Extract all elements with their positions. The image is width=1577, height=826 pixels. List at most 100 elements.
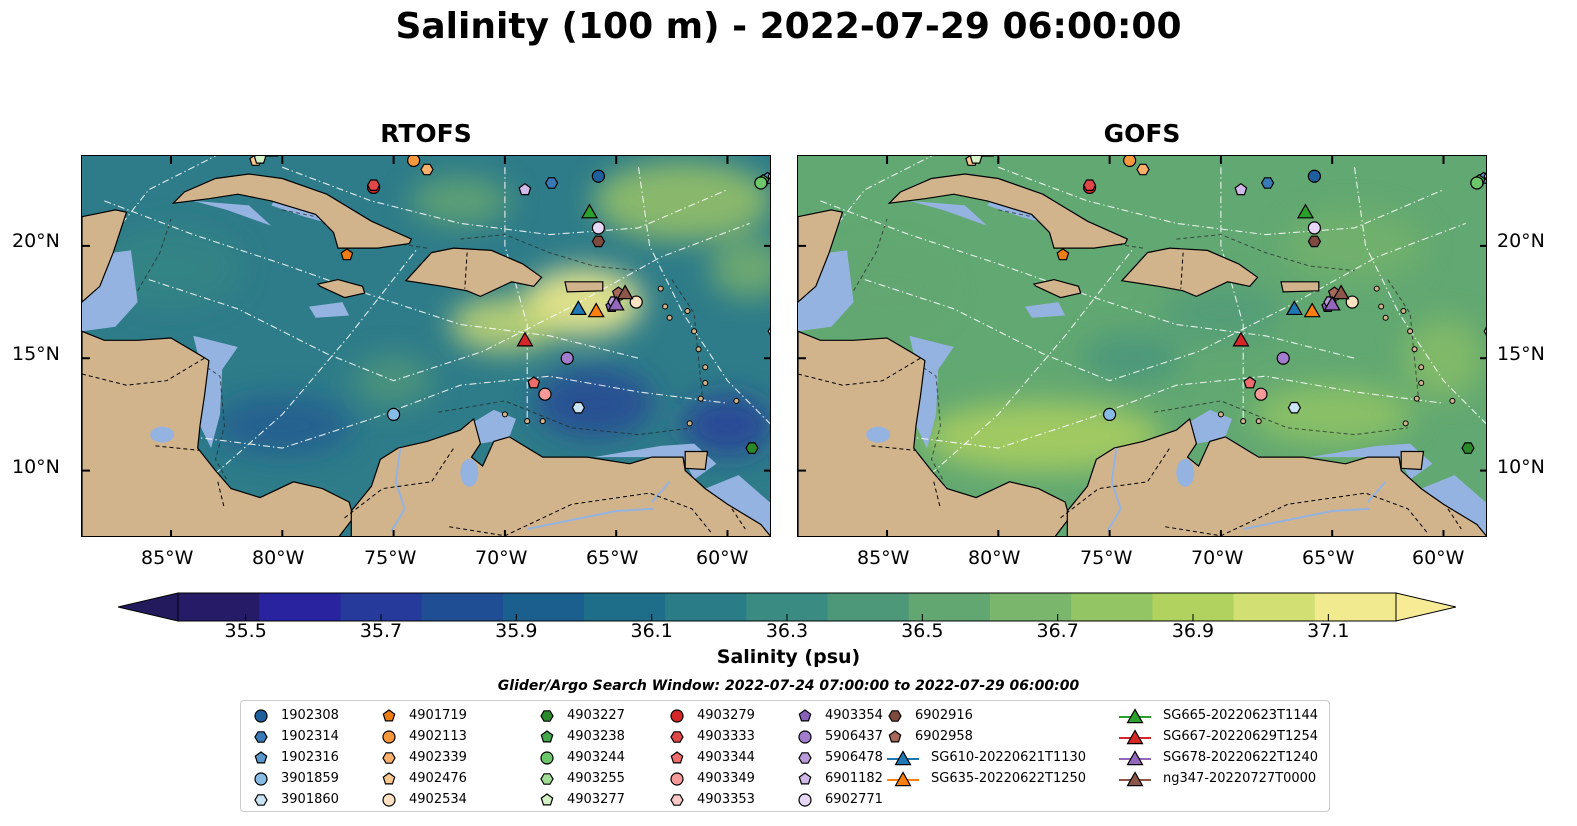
- marker-3901860[interactable]: [571, 401, 586, 414]
- legend-item[interactable]: 6901182: [795, 768, 883, 789]
- land-yucatan: [82, 209, 128, 303]
- marker-4903277[interactable]: [969, 156, 983, 164]
- legend-item[interactable]: 4902339: [379, 747, 467, 768]
- marker-1902308[interactable]: [1307, 169, 1321, 183]
- legend-item[interactable]: 4903277: [537, 789, 625, 810]
- marker-4903353[interactable]: [767, 326, 771, 336]
- legend-marker-icon: [382, 751, 396, 764]
- marker-3901859[interactable]: [1103, 407, 1117, 422]
- marker-sg678-20220622t1240[interactable]: [607, 295, 625, 311]
- marker-4902339[interactable]: [1136, 163, 1150, 176]
- marker-ng347-20220727t0000[interactable]: [1332, 284, 1350, 300]
- map-panel-gofs[interactable]: [797, 155, 1487, 537]
- marker-4903344[interactable]: [1243, 376, 1257, 389]
- legend-item[interactable]: 4902476: [379, 768, 467, 789]
- marker-4903244[interactable]: [1470, 176, 1484, 190]
- legend-item[interactable]: 6902771: [795, 789, 883, 810]
- salinity-anomaly-layer: [827, 210, 1484, 472]
- legend-item[interactable]: 4902113: [379, 726, 467, 747]
- legend-item[interactable]: 4903279: [667, 705, 755, 726]
- marker-3901859[interactable]: [387, 407, 401, 422]
- marker-4903353[interactable]: [1483, 326, 1487, 336]
- legend-marker-icon: [798, 751, 812, 764]
- marker-6902916[interactable]: [591, 235, 606, 248]
- legend-item[interactable]: 5906437: [795, 726, 883, 747]
- marker-4902113[interactable]: [1123, 156, 1137, 168]
- marker-sg635-20220622t1250[interactable]: [1303, 302, 1321, 318]
- marker-6901182[interactable]: [518, 182, 532, 196]
- land-centralAmerica: [82, 330, 355, 536]
- legend-item[interactable]: 1902314: [251, 726, 339, 747]
- legend-marker-icon: [254, 730, 268, 743]
- legend-item[interactable]: SG610-20220621T1130: [885, 747, 1086, 768]
- legend-item[interactable]: 1902316: [251, 747, 339, 768]
- legend-item[interactable]: 4903354: [795, 705, 883, 726]
- legend-item[interactable]: SG665-20220623T1144: [1117, 705, 1318, 726]
- marker-4903333[interactable]: [366, 179, 381, 192]
- marker-4903227[interactable]: [745, 442, 759, 454]
- marker-4903227[interactable]: [1461, 442, 1475, 454]
- legend-marker-icon: [254, 708, 268, 723]
- legend-item[interactable]: 4903255: [537, 768, 625, 789]
- land-hispaniola: [1120, 247, 1259, 298]
- rivers-lakes: [150, 426, 671, 532]
- marker-3901860[interactable]: [1287, 401, 1302, 414]
- legend-item[interactable]: 1902308: [251, 705, 339, 726]
- marker-sg610-20220621t1130[interactable]: [1285, 300, 1303, 316]
- legend-item[interactable]: 4903238: [537, 726, 625, 747]
- legend-item[interactable]: 4903344: [667, 747, 755, 768]
- legend-item[interactable]: 6902958: [885, 726, 1086, 747]
- marker-4903277[interactable]: [253, 156, 267, 164]
- marker-4901719[interactable]: [1056, 248, 1070, 261]
- legend-item[interactable]: 4903244: [537, 747, 625, 768]
- marker-4903349[interactable]: [1254, 387, 1268, 401]
- marker-4903333[interactable]: [1082, 179, 1097, 192]
- marker-sg635-20220622t1250[interactable]: [587, 302, 605, 318]
- marker-5906437[interactable]: [1276, 351, 1290, 365]
- marker-4901719[interactable]: [340, 248, 354, 261]
- marker-4902113[interactable]: [407, 156, 421, 168]
- legend-item[interactable]: 4903349: [667, 768, 755, 789]
- land-puertoRico: [564, 281, 604, 293]
- legend-item[interactable]: 4903353: [667, 789, 755, 810]
- marker-4903344[interactable]: [527, 376, 541, 389]
- legend-item[interactable]: SG635-20220622T1250: [885, 768, 1086, 789]
- marker-4903244[interactable]: [754, 176, 768, 190]
- marker-sg665-20220623t1144[interactable]: [580, 203, 599, 219]
- legend-item[interactable]: 4901719: [379, 705, 467, 726]
- marker-1902308[interactable]: [591, 169, 605, 183]
- marker-4902339[interactable]: [420, 163, 434, 176]
- marker-6901182[interactable]: [1234, 182, 1248, 196]
- legend-item[interactable]: SG678-20220622T1240: [1117, 747, 1318, 768]
- marker-sg665-20220623t1144[interactable]: [1296, 203, 1315, 219]
- marker-sg667-20220629t1254[interactable]: [516, 331, 534, 347]
- legend-item[interactable]: 4902534: [379, 789, 467, 810]
- legend-item[interactable]: 3901859: [251, 768, 339, 789]
- legend-item[interactable]: 5906478: [795, 747, 883, 768]
- legend-label: 5906478: [825, 750, 883, 765]
- lat-label-10n-left: 10°N: [12, 456, 60, 478]
- marker-4903255[interactable]: [1483, 171, 1487, 181]
- colorbar-tick-label: 37.1: [1307, 620, 1350, 642]
- marker-1902314[interactable]: [544, 177, 559, 189]
- marker-1902314[interactable]: [1260, 177, 1275, 189]
- marker-sg678-20220622t1240[interactable]: [1323, 295, 1341, 311]
- legend-item[interactable]: SG667-20220629T1254: [1117, 726, 1318, 747]
- marker-sg667-20220629t1254[interactable]: [1232, 331, 1250, 347]
- marker-6902771[interactable]: [591, 221, 605, 235]
- legend-item[interactable]: 4903227: [537, 705, 625, 726]
- marker-6902771[interactable]: [1307, 221, 1321, 235]
- marker-6902916[interactable]: [1307, 235, 1322, 248]
- marker-4903349[interactable]: [538, 387, 552, 401]
- marker-4903255[interactable]: [767, 171, 771, 181]
- map-panel-rtofs[interactable]: [81, 155, 771, 537]
- marker-5906437[interactable]: [560, 351, 574, 365]
- marker-sg610-20220621t1130[interactable]: [569, 300, 587, 316]
- legend-column: 1902308 1902314 1902316 3901859 3901860: [251, 705, 339, 810]
- legend-item[interactable]: ng347-20220727T0000: [1117, 768, 1318, 789]
- legend-item[interactable]: 3901860: [251, 789, 339, 810]
- land-jamaica: [316, 278, 366, 299]
- legend-item[interactable]: 6902916: [885, 705, 1086, 726]
- marker-ng347-20220727t0000[interactable]: [616, 284, 634, 300]
- legend-item[interactable]: 4903333: [667, 726, 755, 747]
